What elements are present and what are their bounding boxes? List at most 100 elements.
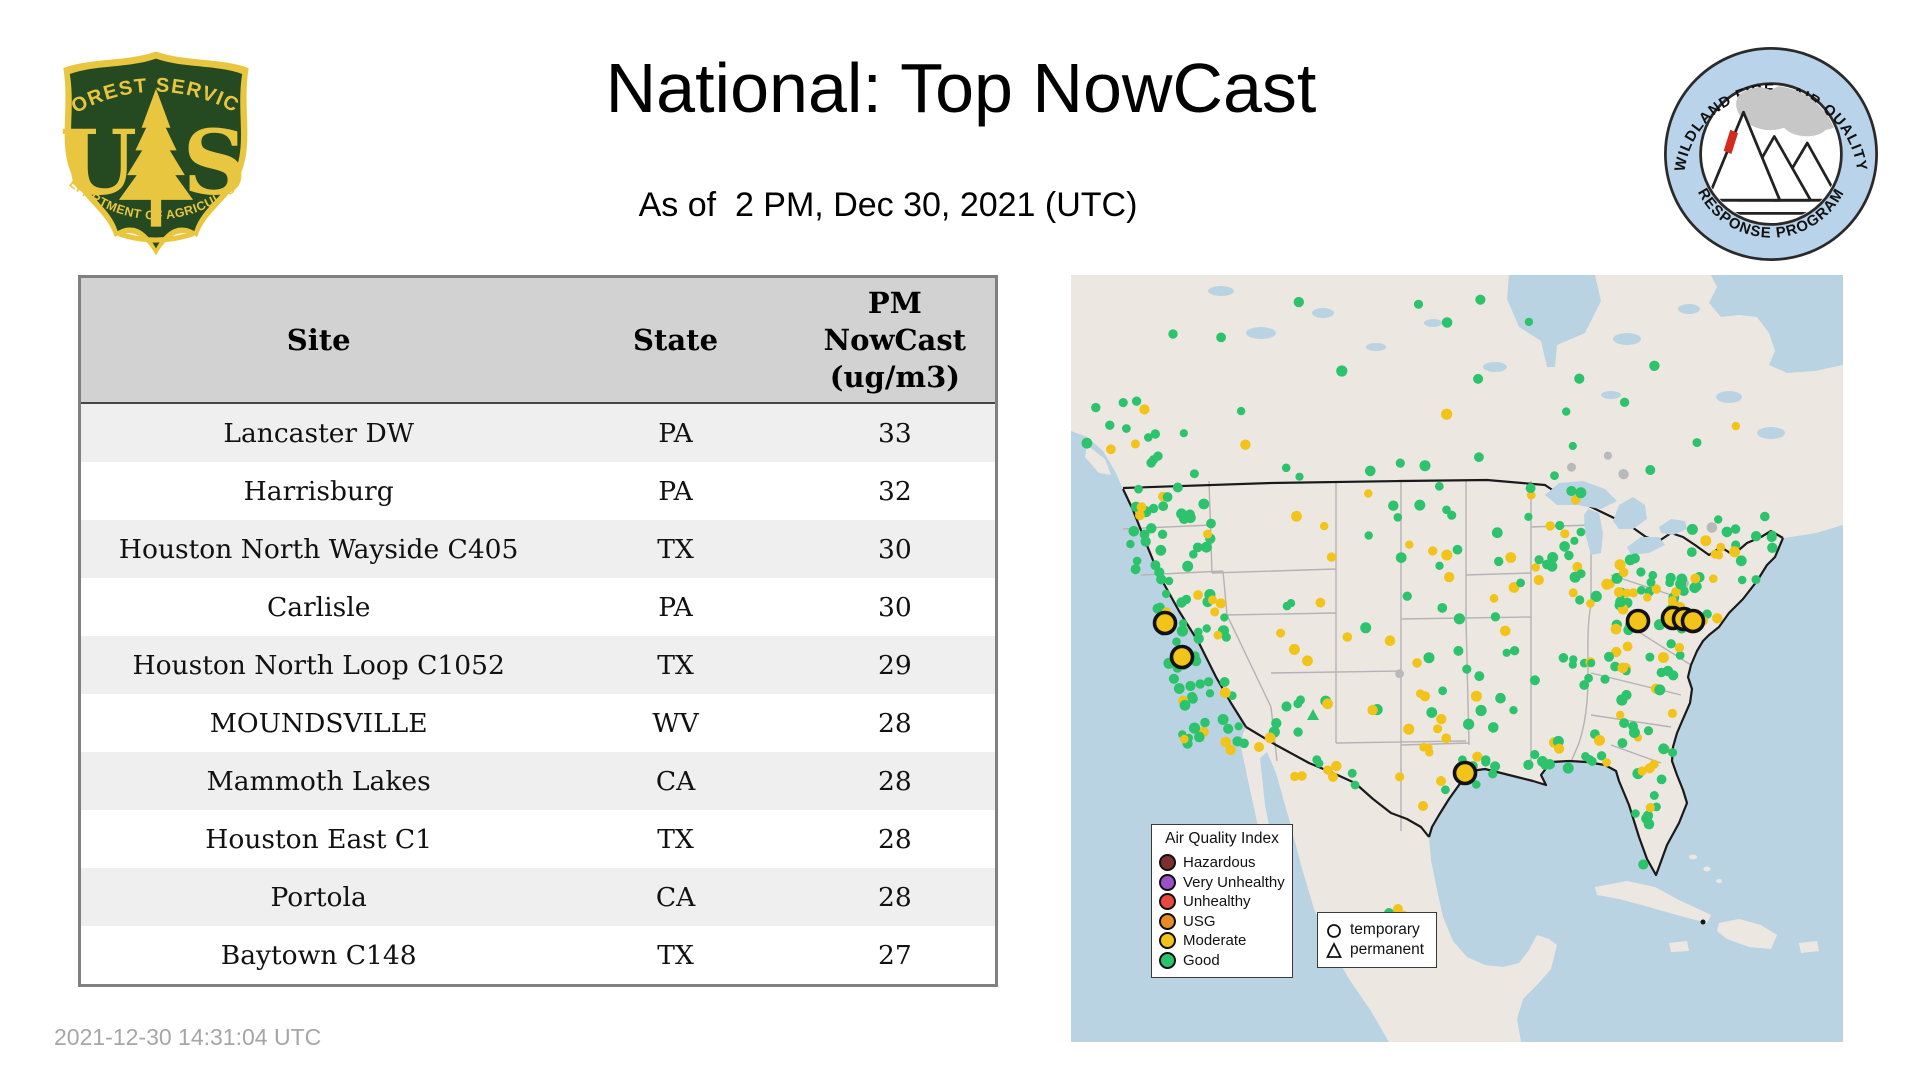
monitor-dot (1617, 738, 1628, 749)
monitor-dot (1172, 482, 1183, 493)
monitor-dot (1419, 742, 1429, 752)
monitor-dot (1495, 692, 1506, 704)
monitor-dot (1587, 756, 1597, 766)
monitor-dot (1320, 521, 1329, 531)
monitor-dot (1560, 529, 1570, 539)
table-row: Harrisburg PA 32 (79, 462, 997, 520)
value-cell: 28 (878, 881, 912, 913)
monitor-dot (1760, 511, 1770, 522)
table-row: Carlisle PA 30 (79, 578, 997, 636)
monitor-dot (1571, 495, 1581, 505)
monitor-dot (1643, 726, 1654, 736)
col-header-state: State (556, 276, 795, 404)
monitor-dot (1665, 578, 1675, 588)
monitor-dot (1384, 635, 1396, 646)
highlighted-sites-layer (1152, 605, 1706, 786)
aqi-color-swatch (1159, 893, 1176, 911)
monitor-dot (1364, 489, 1373, 498)
state-cell: WV (652, 707, 699, 739)
monitor-dot (1293, 699, 1303, 709)
monitor-dot (1709, 574, 1718, 583)
monitor-dot (1603, 451, 1612, 460)
monitor-dot (1282, 601, 1292, 611)
monitor-dot (1638, 859, 1649, 870)
monitor-dot (1168, 329, 1178, 339)
monitor-dot (1575, 595, 1585, 605)
monitor-dot (1192, 542, 1203, 553)
monitor-dot (1328, 772, 1338, 782)
monitor-dot (1122, 424, 1131, 433)
monitor-dot (1239, 738, 1249, 749)
monitor-dot (1164, 576, 1174, 586)
monitor-dot (1649, 791, 1659, 800)
fire-mark (1723, 129, 1738, 154)
monitor-dot (1437, 603, 1448, 613)
monitor-dot (1675, 651, 1685, 660)
monitor-dot (1509, 646, 1520, 656)
monitor-dot (1604, 651, 1614, 662)
monitor-dot (1293, 296, 1304, 308)
monitor-dot (1413, 299, 1424, 309)
monitor-dot (1136, 502, 1147, 512)
monitor-dot (1139, 404, 1150, 415)
monitor-dot (1502, 648, 1511, 657)
monitor-dot (1481, 757, 1491, 767)
monitor-dot (1554, 743, 1565, 754)
monitor-dot (1586, 599, 1595, 608)
monitor-dot (1405, 540, 1414, 549)
monitor-dot (1146, 523, 1157, 534)
monitor-dot (1347, 768, 1357, 778)
table-header-row: Site State PM NowCast (ug/m3) (79, 276, 997, 404)
monitor-dot (1731, 421, 1740, 431)
monitor-dot (1568, 588, 1578, 598)
site-cell: Lancaster DW (223, 417, 414, 449)
monitor-dot (1668, 748, 1678, 758)
monitor-dot (1105, 420, 1115, 430)
monitor-dot (1721, 526, 1733, 538)
monitor-dot (1342, 632, 1353, 642)
monitor-dot (1768, 530, 1777, 540)
monitor-dot (1128, 526, 1140, 537)
site-cell: Carlisle (266, 591, 371, 623)
monitor-dot (1499, 625, 1511, 637)
monitor-dot (1395, 669, 1404, 679)
monitor-dot (1524, 317, 1534, 327)
generation-timestamp: 2021-12-30 14:31:04 UTC (54, 1024, 322, 1050)
monitor-dot (1690, 573, 1701, 584)
monitor-dot (1462, 664, 1472, 674)
monitor-dot (1616, 710, 1625, 720)
monitor-dot (1584, 673, 1593, 683)
monitor-dot (1195, 679, 1205, 689)
monitor-dot (1735, 555, 1747, 567)
monitor-dot (1236, 406, 1246, 416)
monitor-dot (1558, 653, 1569, 663)
monitor-dot (1524, 512, 1533, 521)
bahamas (1689, 854, 1697, 860)
page-title: National: Top NowCast (605, 49, 1317, 127)
value-cell: 30 (878, 533, 912, 565)
aqi-color-swatch (1159, 951, 1176, 969)
monitor-dot (1395, 552, 1407, 563)
monitor-dot (1533, 574, 1544, 586)
monitor-dot (1559, 541, 1570, 552)
monitor-dot (1205, 689, 1215, 698)
monitor-dot (1441, 408, 1453, 420)
wfaqrp-logo: WILDLAND FIRE • AIR QUALITY RESPONSE PRO… (1664, 47, 1878, 261)
canadian-lakes (1208, 286, 1785, 439)
monitor-dot (1203, 529, 1213, 539)
monitor-dot (1198, 498, 1210, 510)
monitor-dot (1130, 439, 1140, 449)
monitor-dot (1523, 759, 1534, 770)
monitor-dot (1193, 633, 1204, 644)
monitor-dot (1490, 761, 1501, 772)
site-cell: Mammoth Lakes (206, 765, 431, 797)
monitor-dot (1201, 541, 1212, 553)
monitor-dot (1564, 550, 1574, 561)
site-cell: Portola (270, 881, 367, 913)
monitor-dot (1182, 560, 1194, 572)
temporary-monitor-icon (1327, 924, 1341, 938)
monitor-dot (1617, 662, 1628, 674)
monitor-dot (1658, 743, 1669, 755)
monitor-dot (1315, 759, 1324, 768)
